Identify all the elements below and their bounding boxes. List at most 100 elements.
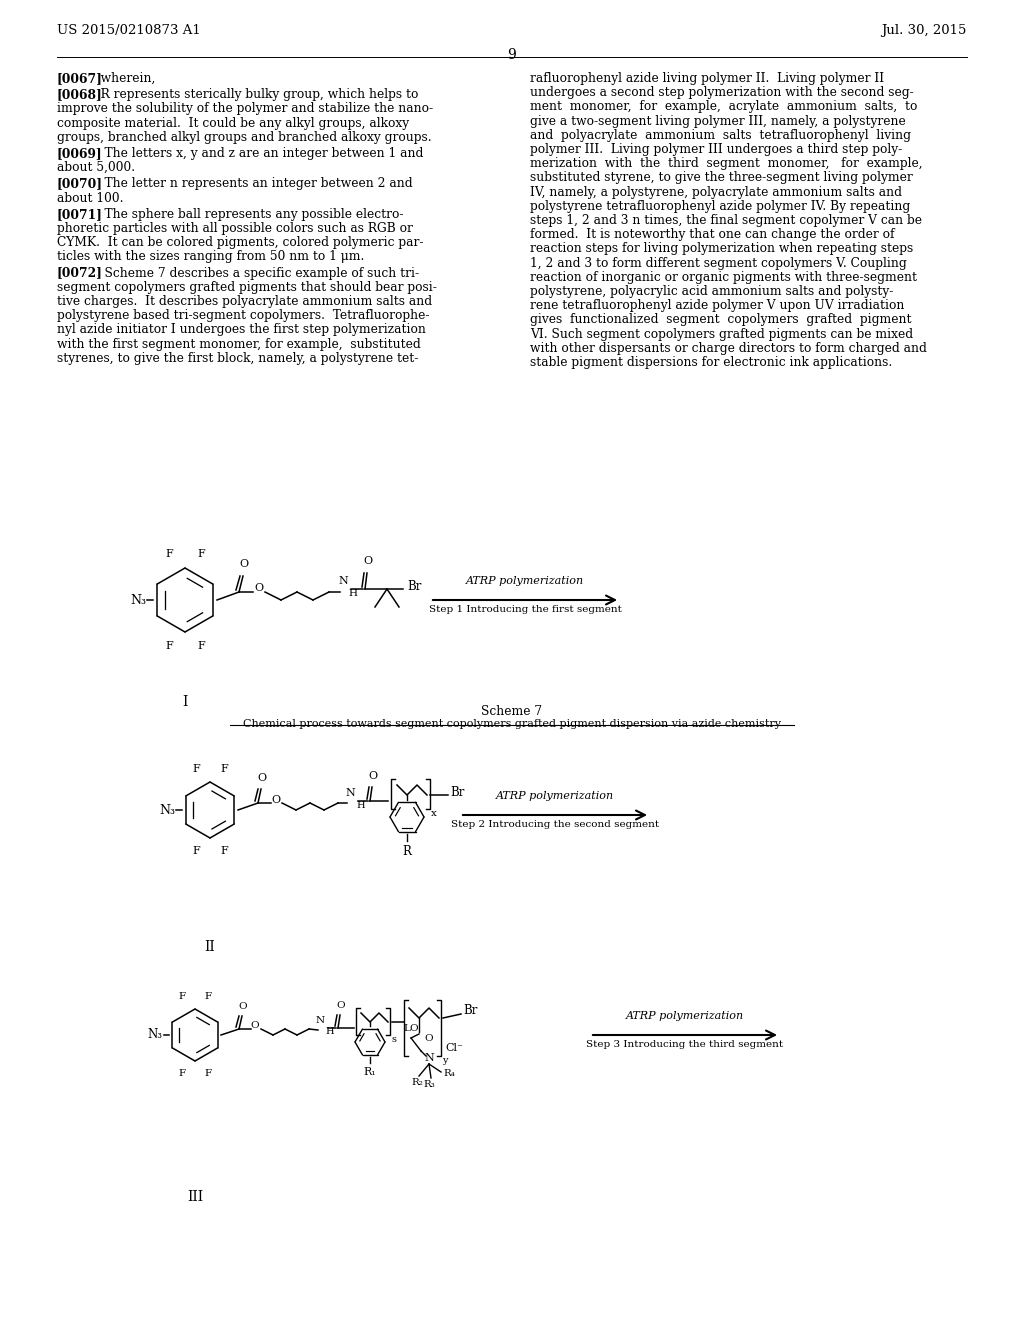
Text: groups, branched alkyl groups and branched alkoxy groups.: groups, branched alkyl groups and branch… [57,131,432,144]
Text: give a two-segment living polymer III, namely, a polystyrene: give a two-segment living polymer III, n… [530,115,906,128]
Text: Scheme 7: Scheme 7 [481,705,543,718]
Text: Step 3 Introducing the third segment: Step 3 Introducing the third segment [587,1040,783,1049]
Text: phoretic particles with all possible colors such as RGB or: phoretic particles with all possible col… [57,222,413,235]
Text: N₃: N₃ [159,804,175,817]
Text: F: F [198,640,205,651]
Text: nyl azide initiator I undergoes the first step polymerization: nyl azide initiator I undergoes the firs… [57,323,426,337]
Text: F: F [193,846,200,857]
Text: steps 1, 2 and 3 n times, the final segment copolymer V can be: steps 1, 2 and 3 n times, the final segm… [530,214,922,227]
Text: R₄: R₄ [443,1069,455,1078]
Text: [0072]: [0072] [57,267,102,280]
Text: substituted styrene, to give the three-segment living polymer: substituted styrene, to give the three-s… [530,172,912,185]
Text: with the first segment monomer, for example,  substituted: with the first segment monomer, for exam… [57,338,421,351]
Text: 1, 2 and 3 to form different segment copolymers V. Coupling: 1, 2 and 3 to form different segment cop… [530,256,906,269]
Text: Br: Br [407,579,421,593]
Text: stable pigment dispersions for electronic ink applications.: stable pigment dispersions for electroni… [530,356,892,370]
Text: Step 2 Introducing the second segment: Step 2 Introducing the second segment [451,820,659,829]
Text: The letter n represents an integer between 2 and: The letter n represents an integer betwe… [89,177,413,190]
Text: R represents sterically bulky group, which helps to: R represents sterically bulky group, whi… [89,88,418,102]
Text: reaction steps for living polymerization when repeating steps: reaction steps for living polymerization… [530,243,913,255]
Text: H: H [348,590,357,598]
Text: rafluorophenyl azide living polymer II.  Living polymer II: rafluorophenyl azide living polymer II. … [530,73,884,84]
Text: R₃: R₃ [423,1080,435,1089]
Text: polystyrene tetrafluorophenyl azide polymer IV. By repeating: polystyrene tetrafluorophenyl azide poly… [530,199,910,213]
Text: [0071]: [0071] [57,207,102,220]
Text: O: O [410,1024,419,1034]
Text: O: O [239,1002,248,1011]
Text: x: x [431,809,437,818]
Text: O: O [424,1034,432,1043]
Text: Br: Br [450,785,464,799]
Text: formed.  It is noteworthy that one can change the order of: formed. It is noteworthy that one can ch… [530,228,895,242]
Text: F: F [220,764,228,774]
Text: F: F [205,1068,212,1077]
Text: O: O [257,774,266,783]
Text: F: F [193,764,200,774]
Text: reaction of inorganic or organic pigments with three-segment: reaction of inorganic or organic pigment… [530,271,918,284]
Text: Br: Br [463,1005,477,1018]
Text: undergoes a second step polymerization with the second seg-: undergoes a second step polymerization w… [530,86,913,99]
Text: O: O [337,1001,345,1010]
Text: H: H [356,801,365,810]
Text: VI. Such segment copolymers grafted pigments can be mixed: VI. Such segment copolymers grafted pigm… [530,327,913,341]
Text: about 5,000.: about 5,000. [57,161,135,174]
Text: I: I [182,696,187,709]
Text: IV, namely, a polystyrene, polyacrylate ammonium salts and: IV, namely, a polystyrene, polyacrylate … [530,186,902,198]
Text: H: H [325,1027,334,1036]
Text: O: O [254,583,263,593]
Text: [0069]: [0069] [57,147,102,160]
Text: polymer III.  Living polymer III undergoes a third step poly-: polymer III. Living polymer III undergoe… [530,143,902,156]
Text: ATRP polymerization: ATRP polymerization [496,791,614,801]
Text: F: F [178,1068,185,1077]
Text: N₃: N₃ [130,594,146,606]
Text: The sphere ball represents any possible electro-: The sphere ball represents any possible … [89,207,403,220]
Text: R₁: R₁ [364,1067,376,1077]
Text: O: O [364,556,373,566]
Text: styrenes, to give the first block, namely, a polystyrene tet-: styrenes, to give the first block, namel… [57,352,419,364]
Text: F: F [165,640,173,651]
Text: Step 1 Introducing the first segment: Step 1 Introducing the first segment [429,605,622,614]
Text: Jul. 30, 2015: Jul. 30, 2015 [882,24,967,37]
Text: The letters x, y and z are an integer between 1 and: The letters x, y and z are an integer be… [89,147,423,160]
Text: [0070]: [0070] [57,177,103,190]
Text: Cl⁻: Cl⁻ [445,1043,463,1053]
Text: N: N [345,788,355,799]
Text: Scheme 7 describes a specific example of such tri-: Scheme 7 describes a specific example of… [89,267,419,280]
Text: Chemical process towards segment copolymers grafted pigment dispersion via azide: Chemical process towards segment copolym… [243,719,781,729]
Text: N₃: N₃ [147,1028,162,1041]
Text: F: F [165,549,173,560]
Text: [0068]: [0068] [57,88,102,102]
Text: rene tetrafluorophenyl azide polymer V upon UV irradiation: rene tetrafluorophenyl azide polymer V u… [530,300,904,313]
Text: s: s [391,1035,396,1044]
Text: F: F [205,993,212,1002]
Text: II: II [205,940,215,954]
Text: about 100.: about 100. [57,191,124,205]
Text: wherein,: wherein, [89,73,156,84]
Text: segment copolymers grafted pigments that should bear posi-: segment copolymers grafted pigments that… [57,281,437,294]
Text: R₂: R₂ [411,1078,423,1086]
Text: merization  with  the  third  segment  monomer,   for  example,: merization with the third segment monome… [530,157,923,170]
Text: R: R [402,845,412,858]
Text: composite material.  It could be any alkyl groups, alkoxy: composite material. It could be any alky… [57,116,410,129]
Text: F: F [198,549,205,560]
Text: gives  functionalized  segment  copolymers  grafted  pigment: gives functionalized segment copolymers … [530,313,911,326]
Text: 9: 9 [508,48,516,62]
Text: and  polyacrylate  ammonium  salts  tetrafluorophenyl  living: and polyacrylate ammonium salts tetraflu… [530,129,911,141]
Text: improve the solubility of the polymer and stabilize the nano-: improve the solubility of the polymer an… [57,103,433,115]
Text: N: N [424,1053,434,1063]
Text: N: N [315,1016,325,1026]
Text: [0067]: [0067] [57,73,102,84]
Text: y: y [442,1056,447,1065]
Text: with other dispersants or charge directors to form charged and: with other dispersants or charge directo… [530,342,927,355]
Text: polystyrene, polyacrylic acid ammonium salts and polysty-: polystyrene, polyacrylic acid ammonium s… [530,285,893,298]
Text: O: O [251,1022,259,1031]
Text: N: N [338,576,348,586]
Text: O: O [369,771,378,781]
Text: tive charges.  It describes polyacrylate ammonium salts and: tive charges. It describes polyacrylate … [57,294,432,308]
Text: F: F [178,993,185,1002]
Text: L: L [403,1024,411,1034]
Text: F: F [220,846,228,857]
Text: ATRP polymerization: ATRP polymerization [466,576,584,586]
Text: ticles with the sizes ranging from 50 nm to 1 μm.: ticles with the sizes ranging from 50 nm… [57,251,365,264]
Text: III: III [187,1191,203,1204]
